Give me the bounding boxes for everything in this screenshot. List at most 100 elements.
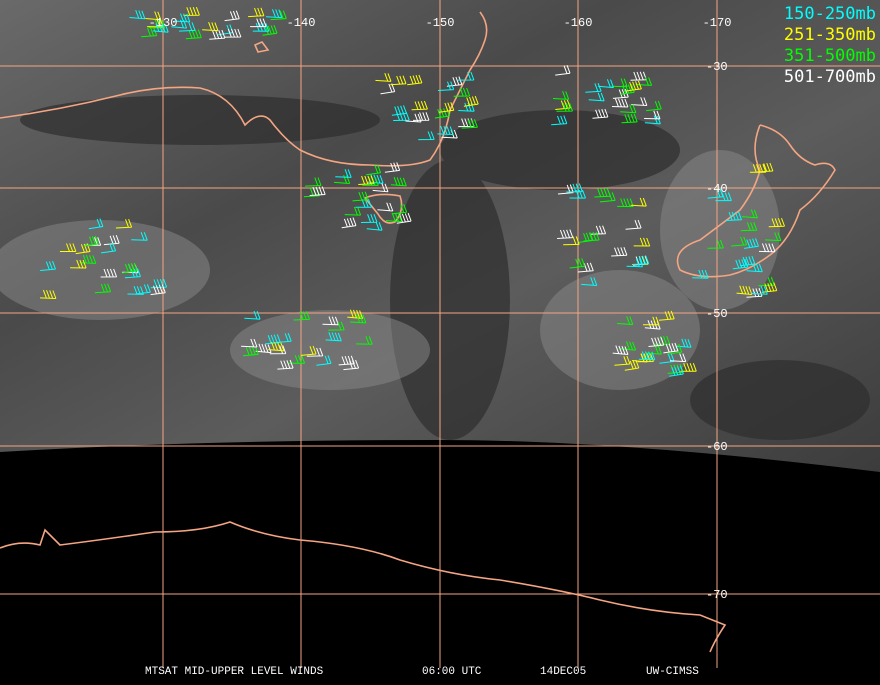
wind-barb	[366, 221, 383, 231]
wind-barb	[680, 363, 697, 372]
wind-barb	[335, 169, 352, 178]
longitude-label: -160	[564, 16, 593, 30]
wind-barb	[150, 284, 166, 296]
wind-barb	[631, 353, 648, 363]
wind-barb	[566, 183, 583, 193]
wind-barb	[658, 310, 675, 321]
wind-barb	[598, 79, 614, 89]
longitude-label: -170	[703, 16, 732, 30]
wind-barb	[563, 236, 580, 246]
wind-barb	[328, 321, 345, 331]
wind-barb	[270, 10, 287, 21]
wind-barb	[309, 186, 326, 196]
wind-barb	[183, 7, 200, 16]
wind-barb	[293, 311, 310, 321]
longitude-label: -130	[149, 16, 178, 30]
legend-entry: 251-350mb	[784, 25, 876, 45]
wind-barb	[115, 219, 133, 229]
wind-barb	[434, 107, 450, 119]
wind-barb	[457, 71, 475, 81]
wind-barb	[626, 80, 642, 92]
wind-barb	[75, 243, 91, 255]
wind-barb	[611, 78, 628, 88]
wind-barb	[366, 164, 382, 176]
wind-barb	[40, 260, 56, 271]
wind-barb	[300, 345, 317, 356]
wind-barb	[675, 338, 692, 348]
wind-barb	[620, 104, 637, 114]
wind-barb	[79, 254, 97, 264]
wind-barb	[377, 202, 394, 212]
footer-source: UW-CIMSS	[646, 666, 699, 678]
wind-barb	[453, 87, 471, 97]
wind-barb	[352, 191, 369, 202]
dry-bands	[20, 95, 870, 440]
wind-barb	[252, 23, 270, 32]
wind-barb	[707, 239, 724, 249]
wind-barb	[347, 309, 364, 319]
wind-barb	[209, 29, 226, 40]
wind-barb	[262, 25, 278, 36]
wind-barb	[555, 65, 571, 76]
wind-barb	[761, 282, 778, 293]
wind-barb	[322, 316, 339, 326]
wind-barb	[646, 100, 662, 112]
wind-barb	[644, 115, 661, 125]
wind-barb	[129, 10, 146, 20]
wind-barb	[277, 359, 294, 370]
wind-barb	[594, 188, 611, 198]
graticule	[0, 0, 880, 668]
wind-barb	[758, 243, 776, 253]
wind-barb	[757, 162, 774, 173]
wind-barb	[741, 209, 758, 219]
wind-barb	[265, 9, 283, 19]
wind-barb	[626, 258, 643, 268]
wind-barb	[736, 285, 753, 295]
wind-barb	[150, 278, 168, 289]
wind-barb	[551, 115, 568, 126]
wind-barb	[131, 232, 148, 241]
wind-barb	[630, 197, 647, 207]
legend-entry: 150-250mb	[784, 4, 876, 24]
wind-barb	[288, 355, 306, 364]
wind-barb	[669, 365, 684, 377]
wind-barb	[732, 258, 749, 270]
wind-barb	[391, 105, 407, 116]
wind-barb	[458, 102, 475, 112]
wind-barb	[250, 18, 267, 28]
wind-barb	[635, 77, 653, 86]
legend-entry: 501-700mb	[784, 67, 876, 87]
wind-barb	[614, 355, 631, 366]
wind-barb	[585, 83, 602, 93]
wind-barb	[438, 102, 455, 113]
footer-title: MTSAT MID-UPPER LEVEL WINDS	[145, 666, 324, 678]
wind-barb	[638, 351, 656, 361]
wind-barb	[362, 177, 379, 186]
wind-barb	[396, 212, 412, 224]
wind-barb	[589, 225, 607, 235]
wind-barb	[556, 102, 573, 112]
wind-barb	[135, 284, 151, 295]
wind-barb	[59, 243, 77, 252]
wind-barb	[446, 76, 463, 87]
longitude-labels: -130 -140 -150 -160 -170	[149, 16, 732, 30]
wind-barb	[715, 192, 732, 202]
wind-barb	[255, 343, 272, 354]
wind-barb	[765, 232, 782, 242]
wind-barb	[268, 341, 285, 352]
wind-barb	[645, 345, 662, 355]
latitude-label: -40	[706, 182, 728, 196]
latitude-label: -30	[706, 60, 728, 74]
wind-barb	[744, 238, 759, 249]
wind-barb	[122, 262, 138, 274]
wind-barb	[393, 112, 410, 121]
wind-barb	[725, 211, 742, 221]
wind-barb	[749, 164, 767, 173]
wind-barb	[555, 99, 571, 110]
latitude-label: -50	[706, 307, 728, 321]
wind-barb	[630, 71, 647, 81]
wind-barb	[390, 177, 407, 187]
wind-barb	[746, 263, 763, 273]
